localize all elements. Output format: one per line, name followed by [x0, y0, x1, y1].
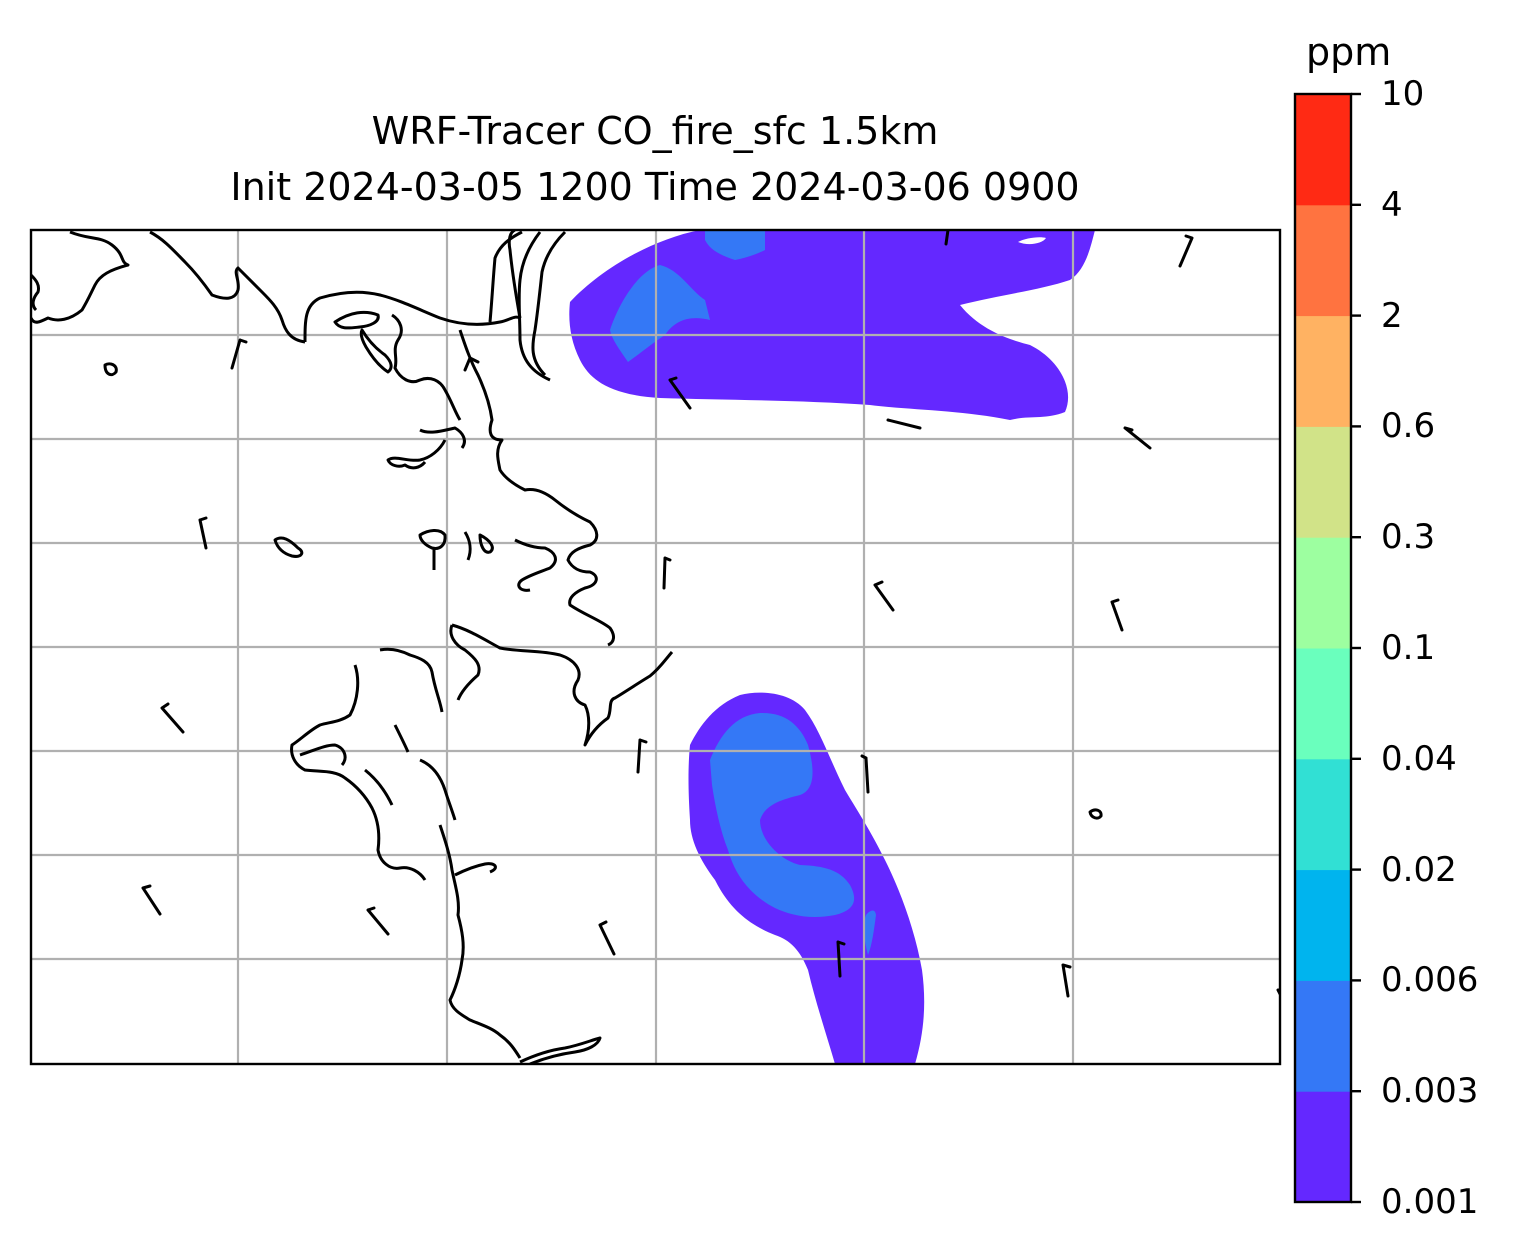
gridlines: [31, 230, 1280, 1064]
plume-north-mid-2: [705, 230, 765, 260]
map-area: [31, 230, 1280, 1064]
colorbar-segment: [1295, 980, 1351, 1092]
colorbar-segment: [1295, 1091, 1351, 1203]
colorbar-segment: [1295, 315, 1351, 427]
colorbar-segment: [1295, 94, 1351, 206]
plume-south-mid-2: [863, 910, 876, 955]
colorbar-segment: [1295, 537, 1351, 649]
colorbar-tick-label: 0.6: [1381, 406, 1436, 447]
colorbar-tick-label: 4: [1381, 184, 1403, 225]
colorbar-unit-label: ppm: [1306, 30, 1392, 74]
colorbar-ticks: [1351, 92, 1361, 1204]
plume-north-hole: [1018, 237, 1046, 245]
colorbar-segment: [1295, 204, 1351, 317]
co-plume-south: [688, 692, 925, 1064]
map-title-line1: WRF-Tracer CO_fire_sfc 1.5km: [371, 109, 939, 153]
colorbar-segment: [1295, 869, 1351, 981]
map-title-line2: Init 2024-03-05 1200 Time 2024-03-06 090…: [230, 165, 1080, 209]
colorbar-tick-label: 0.006: [1381, 960, 1479, 1001]
colorbar-tick-label: 0.001: [1381, 1182, 1479, 1222]
colorbar-segment: [1295, 426, 1351, 538]
colorbar-tick-label: 0.003: [1381, 1071, 1479, 1112]
colorbar-segment: [1295, 758, 1351, 871]
colorbar-tick-label: 0.1: [1381, 628, 1436, 668]
plume-north-low: [569, 230, 1095, 420]
plume-south-mid: [710, 712, 855, 918]
colorbar-tick-label: 0.3: [1381, 517, 1436, 558]
colorbar: [1295, 94, 1351, 1203]
colorbar-segment: [1295, 648, 1351, 760]
colorbar-tick-label: 2: [1381, 295, 1403, 336]
colorbar-tick-label: 0.02: [1381, 849, 1457, 890]
map-frame: [29, 228, 1282, 1066]
plume-north-mid: [610, 265, 710, 362]
co-plume-north: [569, 230, 1095, 420]
colorbar-tick-label: 0.04: [1381, 738, 1457, 779]
wind-barbs: [141, 230, 1280, 998]
coastlines: [31, 230, 1103, 1064]
colorbar-tick-label: 10: [1381, 74, 1425, 114]
